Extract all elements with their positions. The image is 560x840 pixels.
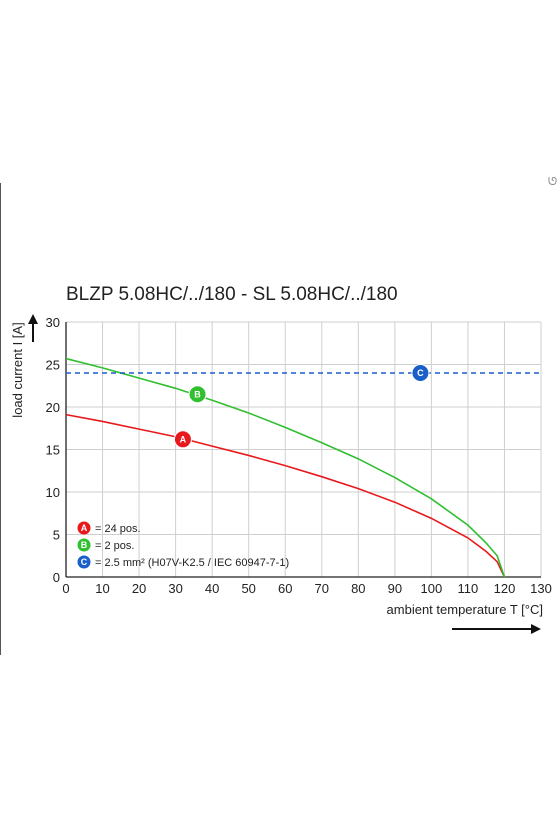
axes: 0 10 20 30 40 50 60 70 80 90 100 110 120 130 0 5 10 15 20 2… (10, 314, 552, 634)
y-tick-label: 0 (53, 570, 60, 585)
x-tick-label: 100 (421, 581, 443, 596)
y-axis-label: load current I [A] (10, 322, 25, 417)
series-line-a (65, 413, 506, 578)
y-tick-label: 25 (46, 358, 60, 373)
series-line-b (65, 357, 506, 578)
legend: A = 24 pos. B = 2 pos. C = 2.5 mm² (H07V-K2.5… (77, 521, 289, 569)
x-tick-label: 110 (458, 581, 479, 596)
legend-badge-letter: C (81, 557, 88, 567)
x-tick-label: 30 (168, 581, 182, 596)
marker-circle (173, 430, 192, 449)
marker-letter: A (180, 435, 187, 445)
legend-entry-a: A = 24 pos. (77, 521, 141, 535)
legend-label: = 2.5 mm² (H07V-K2.5 / IEC 60947-7-1) (95, 557, 289, 569)
x-tick-label: 80 (351, 581, 365, 596)
y-tick-label: 10 (46, 485, 60, 500)
x-tick-label: 70 (315, 581, 329, 596)
x-tick-label: 60 (278, 581, 292, 596)
legend-entry-c: C = 2.5 mm² (H07V-K2.5 / IEC 60947-7-1) (77, 555, 289, 569)
legend-label: = 24 pos. (95, 523, 141, 535)
x-tick-label: 90 (388, 581, 402, 596)
series-markers: A B C (173, 364, 430, 449)
x-tick-label: 10 (95, 581, 109, 596)
x-tick-label: 50 (241, 581, 255, 596)
y-tick-label: 5 (53, 528, 60, 543)
left-edge-rule (0, 183, 1, 655)
legend-badge-letter: B (81, 540, 88, 550)
series-lines (65, 357, 541, 578)
legend-badge (77, 521, 91, 535)
marker-circle (411, 364, 430, 382)
x-tick-label: 20 (132, 581, 146, 596)
corner-mark: ᘎ (548, 176, 558, 188)
x-tick-label: 130 (530, 581, 552, 596)
marker-letter: C (417, 368, 424, 378)
legend-label: = 2 pos. (95, 540, 134, 552)
x-axis-label: ambient temperature T [°C] (387, 602, 543, 617)
legend-badge (77, 555, 91, 569)
y-tick-label: 30 (46, 315, 60, 330)
chart-title: BLZP 5.08HC/../180 - SL 5.08HC/../180 (66, 284, 398, 305)
marker-letter: B (194, 389, 201, 399)
x-tick-label: 40 (205, 581, 219, 596)
x-axis-arrowhead (531, 624, 541, 634)
legend-entry-b: B = 2 pos. (77, 538, 134, 552)
marker-circle (188, 385, 207, 404)
marker-badge-b: B (188, 385, 207, 404)
marker-badge-c: C (411, 364, 430, 382)
y-axis-arrowhead (28, 314, 38, 324)
legend-badge (77, 538, 91, 552)
x-tick-label: 0 (62, 581, 69, 596)
marker-badge-a: A (173, 430, 192, 449)
y-tick-label: 20 (46, 400, 60, 415)
legend-badge-letter: A (81, 523, 88, 533)
y-tick-label: 15 (46, 443, 60, 458)
x-tick-label: 120 (494, 581, 516, 596)
